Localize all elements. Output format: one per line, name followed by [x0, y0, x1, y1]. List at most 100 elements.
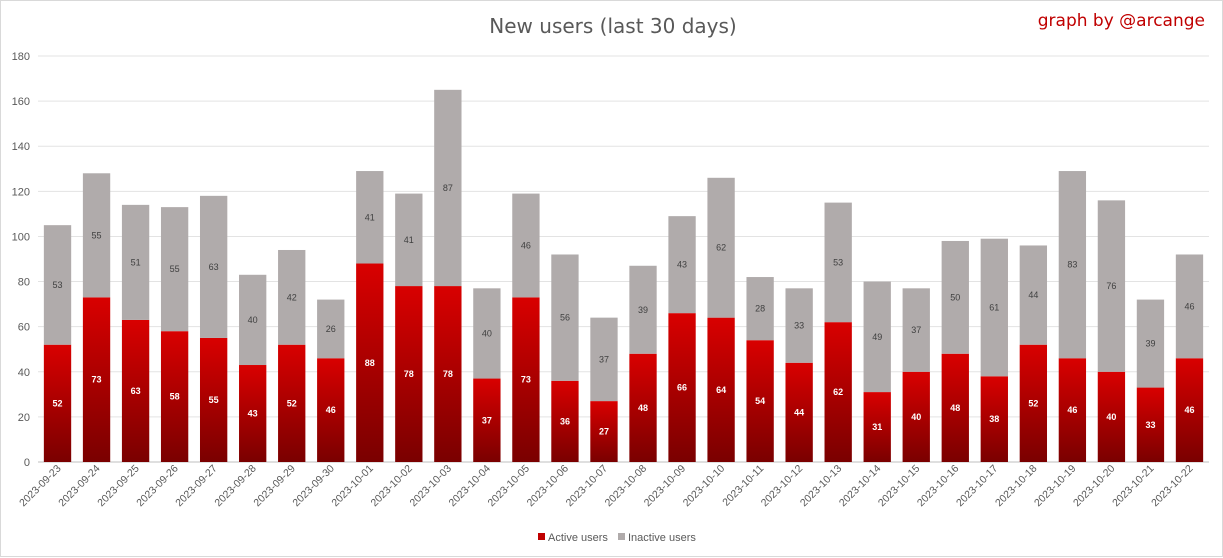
- data-label-inactive: 37: [911, 325, 921, 335]
- data-label-active: 48: [950, 403, 960, 413]
- data-label-inactive: 39: [638, 305, 648, 315]
- y-tick-label: 180: [12, 51, 30, 63]
- x-axis: 2023-09-232023-09-242023-09-252023-09-26…: [17, 463, 1196, 510]
- bar-active-users: [590, 401, 618, 462]
- data-label-inactive: 42: [287, 292, 297, 302]
- data-label-inactive: 28: [755, 304, 765, 314]
- data-label-inactive: 55: [92, 230, 102, 240]
- y-tick-label: 20: [18, 412, 30, 424]
- legend-label-active: Active users: [548, 532, 608, 544]
- bar-active-users: [512, 297, 540, 462]
- bar-active-users: [707, 317, 735, 462]
- bar-active-users: [941, 353, 969, 462]
- data-label-inactive: 53: [833, 257, 843, 267]
- bar-inactive-users: [1175, 254, 1204, 359]
- bar-inactive-users: [824, 202, 852, 323]
- bar-inactive-users: [473, 288, 501, 379]
- y-axis: 0 20 40 60 80 100 120 140 160 180: [12, 51, 30, 469]
- bar-inactive-users: [1097, 200, 1126, 372]
- bar-inactive-users: [356, 171, 384, 264]
- y-tick-label: 120: [12, 186, 30, 198]
- data-label-active: 73: [92, 375, 102, 385]
- data-label-inactive: 40: [482, 328, 492, 338]
- bar-inactive-users: [43, 225, 72, 345]
- data-label-active: 37: [482, 415, 492, 425]
- bar-active-users: [1136, 387, 1165, 462]
- data-label-inactive: 40: [248, 315, 258, 325]
- bar-inactive-users: [1019, 245, 1048, 345]
- data-label-inactive: 44: [1028, 290, 1038, 300]
- bar-active-users: [356, 263, 384, 462]
- bar-active-users: [1097, 371, 1126, 462]
- bar-active-users: [199, 337, 228, 462]
- data-label-active: 55: [209, 395, 219, 405]
- data-label-inactive: 41: [404, 235, 414, 245]
- x-tick-label: 2023-10-10: [681, 463, 728, 510]
- data-label-active: 52: [287, 398, 297, 408]
- data-label-active: 46: [326, 405, 336, 415]
- data-label-inactive: 26: [326, 324, 336, 334]
- chart-title: New users (last 30 days): [489, 14, 736, 38]
- data-label-inactive: 49: [872, 332, 882, 342]
- bar-active-users: [785, 362, 813, 462]
- data-label-inactive: 61: [989, 302, 999, 312]
- y-tick-label: 160: [12, 96, 30, 108]
- data-label-inactive: 62: [716, 243, 726, 253]
- data-label-active: 44: [794, 407, 804, 417]
- bar-inactive-users: [629, 265, 657, 354]
- bars: [43, 89, 1204, 462]
- data-label-active: 36: [560, 416, 570, 426]
- data-label-active: 46: [1067, 405, 1077, 415]
- bar-inactive-users: [199, 195, 228, 338]
- data-label-active: 64: [716, 385, 726, 395]
- data-label-active: 63: [131, 386, 141, 396]
- bar-inactive-users: [941, 240, 969, 354]
- bar-active-users: [746, 340, 774, 462]
- bar-inactive-users: [668, 216, 696, 314]
- bar-active-users: [43, 344, 72, 462]
- data-label-inactive: 46: [521, 240, 531, 250]
- bar-active-users: [317, 358, 345, 462]
- data-label-active: 40: [911, 412, 921, 422]
- bar-inactive-users: [82, 173, 111, 298]
- legend-label-inactive: Inactive users: [628, 532, 696, 544]
- bar-active-users: [82, 297, 111, 462]
- bar-active-users: [863, 392, 891, 462]
- data-label-inactive: 53: [53, 280, 63, 290]
- bar-inactive-users: [746, 277, 774, 341]
- bar-inactive-users: [863, 281, 891, 393]
- data-label-active: 52: [1028, 398, 1038, 408]
- y-tick-label: 40: [18, 367, 30, 379]
- bar-inactive-users: [902, 288, 930, 372]
- bar-inactive-users: [395, 193, 423, 287]
- bar-inactive-users: [1136, 299, 1165, 388]
- data-label-inactive: 37: [599, 354, 609, 364]
- y-tick-label: 80: [18, 277, 30, 289]
- bar-active-users: [1175, 358, 1204, 462]
- bar-inactive-users: [239, 274, 267, 366]
- data-label-active: 48: [638, 403, 648, 413]
- x-tick-label: 2023-10-22: [1149, 463, 1196, 510]
- bar-active-users: [551, 380, 579, 462]
- data-label-active: 58: [170, 392, 180, 402]
- bar-active-users: [1019, 344, 1048, 462]
- bar-inactive-users: [512, 193, 540, 298]
- data-label-inactive: 50: [950, 292, 960, 302]
- data-label-active: 31: [872, 422, 882, 432]
- data-label-inactive: 87: [443, 183, 453, 193]
- data-label-active: 46: [1184, 405, 1194, 415]
- bar-inactive-users: [1058, 171, 1087, 359]
- data-label-inactive: 55: [170, 264, 180, 274]
- chart-credit: graph by @arcange: [1038, 11, 1205, 31]
- bar-active-users: [824, 322, 852, 462]
- bar-inactive-users: [317, 299, 345, 359]
- data-label-active: 38: [989, 414, 999, 424]
- data-label-active: 88: [365, 358, 375, 368]
- bar-active-users: [1058, 358, 1087, 462]
- bar-inactive-users: [434, 89, 462, 287]
- data-label-active: 78: [404, 369, 414, 379]
- data-label-active: 73: [521, 375, 531, 385]
- data-label-inactive: 83: [1067, 260, 1077, 270]
